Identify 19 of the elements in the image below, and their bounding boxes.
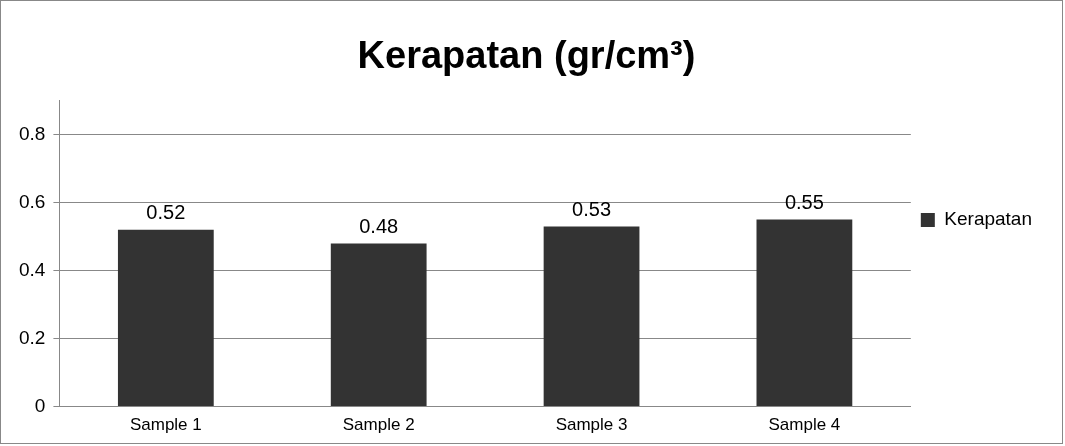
y-tick-label: 0 (34, 394, 46, 416)
bar (543, 226, 640, 407)
x-tick-label: Sample 4 (768, 415, 841, 435)
y-tick-label: 0.2 (18, 326, 46, 348)
y-tick-label: 0.8 (18, 122, 46, 144)
bar (330, 243, 427, 407)
bar (756, 219, 853, 407)
x-tick-label: Sample 2 (342, 415, 415, 435)
data-label: 0.53 (572, 197, 612, 220)
data-label: 0.52 (146, 201, 186, 224)
y-tick-label: 0.4 (18, 258, 46, 280)
x-tick-label: Sample 3 (555, 415, 628, 435)
y-tick-label: 0.6 (18, 190, 46, 212)
data-label: 0.55 (784, 191, 824, 214)
bar (117, 229, 214, 407)
legend-label: Kerapatan (944, 208, 1033, 230)
data-label: 0.48 (359, 214, 399, 237)
chart-title: Kerapatan (gr/cm³) (357, 34, 696, 77)
x-tick-label: Sample 1 (129, 415, 202, 435)
